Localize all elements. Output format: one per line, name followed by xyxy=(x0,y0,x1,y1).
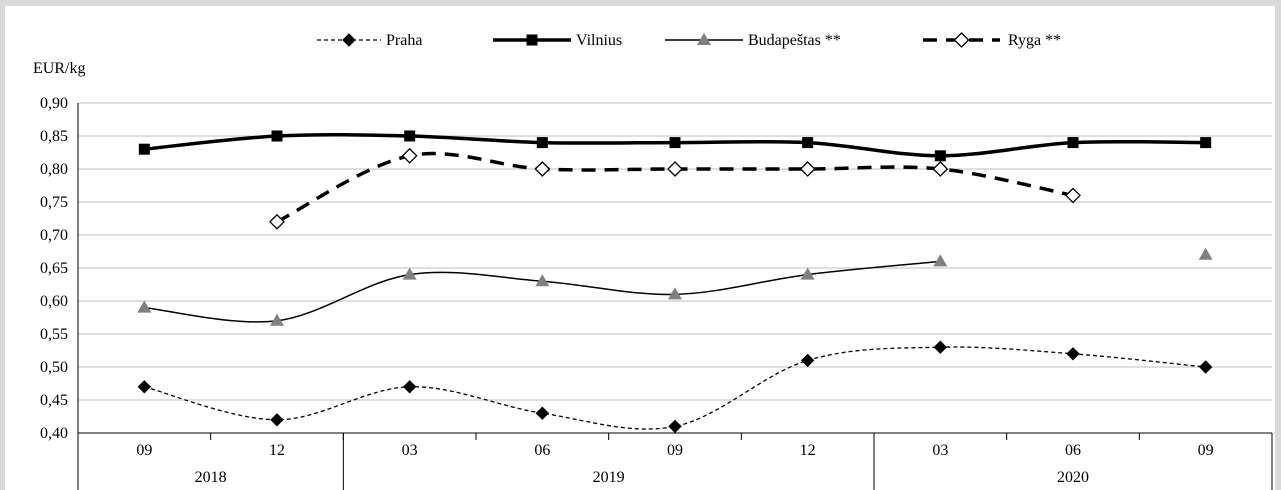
data-point xyxy=(800,267,815,280)
x-tick-label: 09 xyxy=(667,442,683,459)
data-point xyxy=(1067,137,1079,149)
x-tick-label: 12 xyxy=(800,442,816,459)
legend-label: Ryga ** xyxy=(1008,32,1061,49)
data-point xyxy=(1198,247,1213,260)
data-point xyxy=(535,406,550,420)
legend-marker xyxy=(342,33,356,47)
x-tick-label: 09 xyxy=(136,442,152,459)
data-point xyxy=(1200,137,1212,149)
y-tick-label: 0,40 xyxy=(40,425,68,442)
y-tick-label: 0,90 xyxy=(40,95,68,112)
year-label: 2018 xyxy=(195,469,227,486)
legend-marker xyxy=(697,33,711,45)
line-chart: 0,40 0,45 0,50 0,55 0,60 0,65 0,70 0,75 0,80 0,85… xyxy=(33,32,1273,490)
data-point xyxy=(535,274,550,287)
y-tick-label: 0,75 xyxy=(40,194,68,211)
legend: Praha Vilnius Budapeštas ** Ryga ** xyxy=(317,32,1061,49)
data-point xyxy=(271,130,283,142)
x-tick-label: 09 xyxy=(1198,442,1214,459)
legend-marker xyxy=(526,34,538,46)
series-lines xyxy=(144,132,1206,430)
y-tick-label: 0,80 xyxy=(40,161,68,178)
data-point xyxy=(137,380,152,394)
data-point xyxy=(669,137,681,149)
year-label: 2020 xyxy=(1057,469,1089,486)
legend-label: Vilnius xyxy=(576,32,622,49)
legend-marker xyxy=(953,32,970,48)
data-point xyxy=(934,150,946,162)
data-point xyxy=(802,137,814,149)
year-label: 2019 xyxy=(593,469,625,486)
y-tick-label: 0,70 xyxy=(40,227,68,244)
data-point xyxy=(668,419,682,434)
y-tick-label: 0,50 xyxy=(40,359,68,376)
series-line-2 xyxy=(144,260,941,323)
x-tick-label: 12 xyxy=(269,442,285,459)
data-point xyxy=(402,380,417,394)
data-point xyxy=(401,147,418,164)
data-point xyxy=(270,413,284,427)
data-point xyxy=(1198,360,1213,374)
y-tick-label: 0,45 xyxy=(40,392,68,409)
data-point xyxy=(138,143,150,155)
data-point xyxy=(402,267,417,280)
chart-frame: 0,40 0,45 0,50 0,55 0,60 0,65 0,70 0,75 0,80 0,85… xyxy=(5,6,1275,490)
data-point xyxy=(933,254,948,267)
series-line-0 xyxy=(144,346,1206,430)
x-tick-label: 03 xyxy=(932,442,948,459)
data-point xyxy=(800,353,815,368)
x-tick-label: 06 xyxy=(534,442,550,459)
y-tick-label: 0,60 xyxy=(40,293,68,310)
legend-label: Budapeštas ** xyxy=(748,32,841,49)
data-point xyxy=(534,161,551,177)
data-point xyxy=(932,161,949,177)
y-tick-label: 0,65 xyxy=(40,260,68,277)
series-markers xyxy=(137,130,1213,434)
y-tick-label: 0,85 xyxy=(40,128,68,145)
data-point xyxy=(667,161,683,177)
data-point xyxy=(536,137,548,149)
gridlines xyxy=(78,102,1272,434)
data-point xyxy=(404,130,416,142)
legend-label: Praha xyxy=(386,32,422,49)
y-tick-label: 0,55 xyxy=(40,326,68,343)
axes: 0,40 0,45 0,50 0,55 0,60 0,65 0,70 0,75 0,80 0,85… xyxy=(40,95,1273,490)
x-tick-label: 06 xyxy=(1065,442,1081,459)
data-point xyxy=(137,300,152,313)
x-tick-label: 03 xyxy=(402,442,418,459)
y-axis-title: EUR/kg xyxy=(33,60,85,77)
data-point xyxy=(1066,347,1080,361)
data-point xyxy=(668,287,682,300)
data-point xyxy=(799,161,816,177)
data-point xyxy=(269,213,285,230)
data-point xyxy=(933,340,948,354)
data-point xyxy=(1065,187,1081,204)
data-point xyxy=(270,313,284,326)
